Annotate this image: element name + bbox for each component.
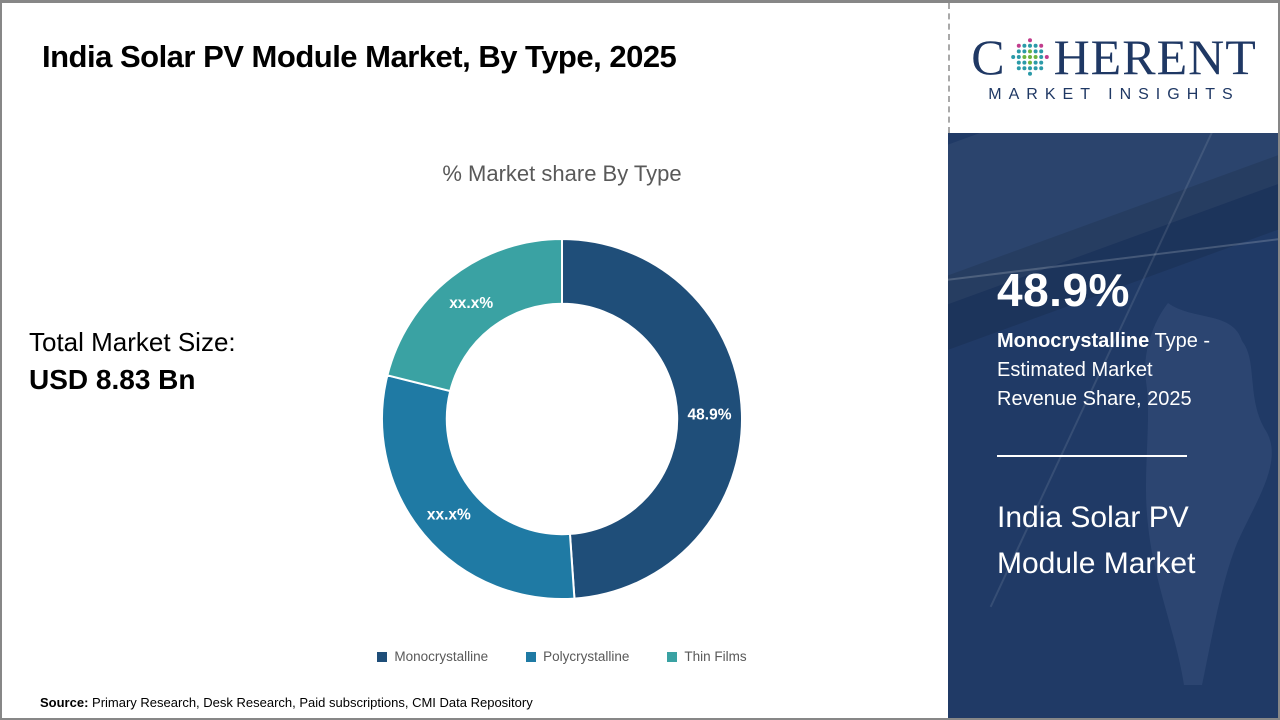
sidebar-stat-value: 48.9% xyxy=(997,264,1130,316)
source-text: Primary Research, Desk Research, Paid su… xyxy=(88,695,533,710)
total-market-size-value: USD 8.83 Bn xyxy=(29,364,196,395)
sidebar-stat-description: Monocrystalline Type - Estimated Market … xyxy=(997,327,1229,414)
market-name-line2: Module Market xyxy=(997,547,1196,580)
logo-letters-rest: HERENT xyxy=(1053,29,1257,85)
donut-slice-polycrystalline xyxy=(381,374,576,600)
legend-item-monocrystalline: Monocrystalline xyxy=(377,649,488,664)
sidebar-stat-rest: Type - Estimated Market Revenue Share, 2… xyxy=(997,330,1211,410)
legend-item-thin-films: Thin Films xyxy=(667,649,747,664)
brand-logo: C HERENT xyxy=(971,32,1257,82)
highlight-sidebar: 48.9% Monocrystalline Type - Estimated M… xyxy=(948,133,1278,718)
chart-title: % Market share By Type xyxy=(442,161,682,186)
donut-slice-label: xx.x% xyxy=(427,506,471,523)
dotted-globe-icon xyxy=(1010,38,1049,76)
sidebar-stat-segment: Monocrystalline xyxy=(997,330,1150,352)
legend-swatch-icon xyxy=(377,651,388,662)
donut-chart: 48.9% xx.x% xx.x% xyxy=(381,237,743,600)
sidebar-market-name: India Solar PV Module Market xyxy=(997,495,1195,587)
donut-slice-monocrystalline xyxy=(561,237,743,600)
brand-logo-subtitle: MARKET INSIGHTS xyxy=(988,86,1240,103)
legend-label: Thin Films xyxy=(684,649,747,664)
donut-slice-label: 48.9% xyxy=(688,406,732,423)
source-line: Source: Primary Research, Desk Research,… xyxy=(40,695,533,710)
total-market-size-label: Total Market Size: xyxy=(29,327,236,357)
legend-item-polycrystalline: Polycrystalline xyxy=(526,649,629,664)
legend-label: Polycrystalline xyxy=(543,649,630,664)
market-name-line1: India Solar PV xyxy=(997,501,1189,534)
brand-logo-area: C HERENT MARKET INSIGHTS xyxy=(948,3,1278,133)
chart-legend: Monocrystalline Polycrystalline Thin Fil… xyxy=(302,649,822,664)
page-title: India Solar PV Module Market, By Type, 2… xyxy=(42,39,677,74)
source-label: Source: xyxy=(40,695,89,710)
donut-slice-thin-films xyxy=(386,237,563,393)
legend-swatch-icon xyxy=(526,651,537,662)
donut-slice-label: xx.x% xyxy=(449,295,493,312)
legend-label: Monocrystalline xyxy=(394,649,489,664)
logo-letter-c: C xyxy=(971,29,1006,85)
legend-swatch-icon xyxy=(667,651,678,662)
total-market-size-block: Total Market Size: USD 8.83 Bn xyxy=(29,323,236,399)
sidebar-divider xyxy=(997,455,1187,457)
